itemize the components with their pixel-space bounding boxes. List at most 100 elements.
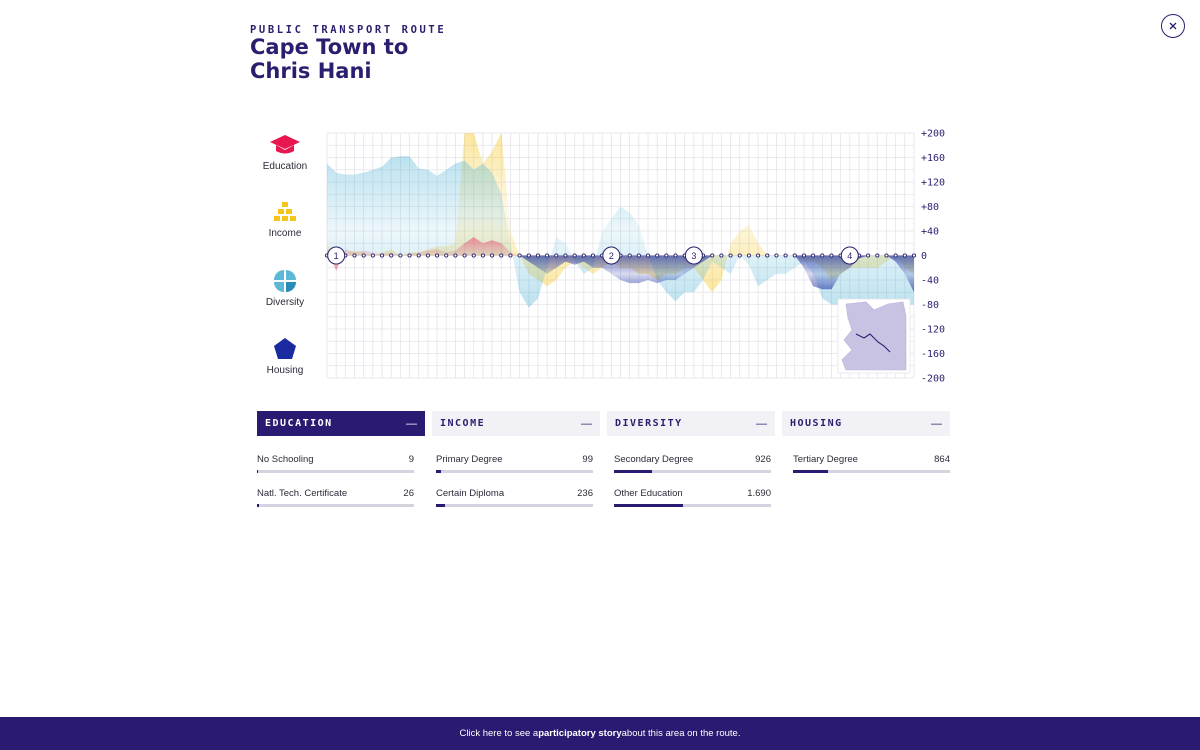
stat-natl-tech-certificate: Natl. Tech. Certificate 26 [257, 488, 414, 507]
legend-label: Education [262, 161, 308, 172]
stat-value: 9 [408, 454, 414, 465]
stat-certain-diploma: Certain Diploma 236 [436, 488, 593, 507]
minus-icon: — [931, 417, 942, 430]
route-dot [902, 253, 907, 258]
stat-value: 26 [403, 488, 414, 499]
close-icon [1169, 22, 1177, 30]
route-dot [517, 253, 522, 258]
route-dot [765, 253, 770, 258]
stat-secondary-degree: Secondary Degree 926 [614, 454, 771, 473]
series-area-diversity [327, 156, 914, 308]
mini-map-region [841, 301, 907, 371]
route-dot [627, 253, 632, 258]
stat-bar [257, 504, 414, 507]
route-dot [490, 253, 495, 258]
route-dot [508, 253, 513, 258]
route-dot [462, 253, 467, 258]
route-dot [398, 253, 403, 258]
category-tabs: EDUCATION — INCOME — DIVERSITY — HOUSING… [257, 411, 950, 436]
stat-bar [257, 470, 414, 473]
stat-bar-fill [614, 504, 684, 507]
route-dot [480, 253, 485, 258]
legend-diversity[interactable]: Diversity [250, 269, 320, 308]
minus-icon: — [756, 417, 767, 430]
stop-marker-label: 2 [609, 251, 614, 261]
route-dot [884, 253, 889, 258]
legend-housing[interactable]: Housing [250, 337, 320, 376]
route-dot [783, 253, 788, 258]
route-dot [407, 253, 412, 258]
tab-label: EDUCATION [265, 418, 333, 429]
stat-label: Other Education [614, 488, 683, 499]
route-dot [655, 253, 660, 258]
stop-marker [840, 246, 859, 265]
stat-bar-fill [257, 470, 258, 473]
route-dot [526, 253, 531, 258]
tab-diversity[interactable]: DIVERSITY — [607, 411, 775, 436]
y-tick-label: -80 [921, 300, 939, 311]
footer-text-bold: participatory story [538, 728, 622, 739]
stat-bar [436, 504, 593, 507]
stop-marker [327, 246, 346, 265]
y-tick-label: +200 [921, 129, 945, 140]
route-dot [737, 253, 742, 258]
legend-education[interactable]: Education [250, 133, 320, 172]
close-button[interactable] [1161, 14, 1185, 38]
title-line-1: Cape Town to [250, 35, 409, 59]
tab-label: INCOME [440, 418, 486, 429]
route-dot [416, 253, 421, 258]
route-dot [389, 253, 394, 258]
stat-no-schooling: No Schooling 9 [257, 454, 414, 473]
tab-education[interactable]: EDUCATION — [257, 411, 425, 436]
y-tick-label: -40 [921, 276, 939, 287]
stat-bar [793, 470, 950, 473]
tab-label: DIVERSITY [615, 418, 683, 429]
tab-income[interactable]: INCOME — [432, 411, 600, 436]
legend-label: Income [268, 228, 302, 239]
legend-label: Diversity [265, 297, 305, 308]
route-dot [581, 253, 586, 258]
route-dot [673, 253, 678, 258]
route-dot [820, 253, 825, 258]
stat-value: 236 [577, 488, 593, 499]
stop-marker-label: 4 [847, 251, 852, 261]
tab-housing[interactable]: HOUSING — [782, 411, 950, 436]
stat-value: 926 [755, 454, 771, 465]
route-dot [499, 253, 504, 258]
route-dot [590, 253, 596, 258]
stat-bar [614, 504, 771, 507]
y-tick-label: -160 [921, 349, 945, 360]
route-dot [792, 253, 797, 258]
route-dot [875, 253, 880, 258]
stat-label: Secondary Degree [614, 454, 694, 465]
stat-value: 1.690 [747, 488, 771, 499]
series-area-housing [327, 255, 914, 293]
y-tick-label: 0 [921, 251, 927, 262]
route-dot [545, 253, 550, 258]
route-dot [471, 253, 476, 258]
route-dot [572, 253, 577, 258]
stat-value: 99 [582, 454, 593, 465]
route-dot [361, 253, 366, 258]
route-dot [893, 253, 898, 258]
mini-map-route [855, 333, 891, 353]
route-dot [829, 253, 834, 258]
minus-icon: — [406, 417, 417, 430]
stop-marker-label: 3 [691, 251, 696, 261]
route-dot [645, 253, 651, 258]
pentagon-house-icon [274, 338, 296, 359]
participatory-story-link[interactable]: Click here to see a participatory story … [0, 717, 1200, 750]
route-dot [370, 253, 375, 258]
route-dot [774, 253, 779, 258]
pie-quarters-icon [274, 270, 296, 292]
route-dot [636, 253, 641, 258]
stat-label: Tertiary Degree [793, 454, 858, 465]
stat-bar [614, 470, 771, 473]
route-dot [425, 253, 430, 258]
route-dot [664, 253, 669, 258]
legend-income[interactable]: Income [250, 200, 320, 239]
route-dot [444, 253, 449, 258]
y-tick-label: -120 [921, 325, 945, 336]
stat-bar-fill [793, 470, 828, 473]
route-dot [811, 253, 816, 258]
